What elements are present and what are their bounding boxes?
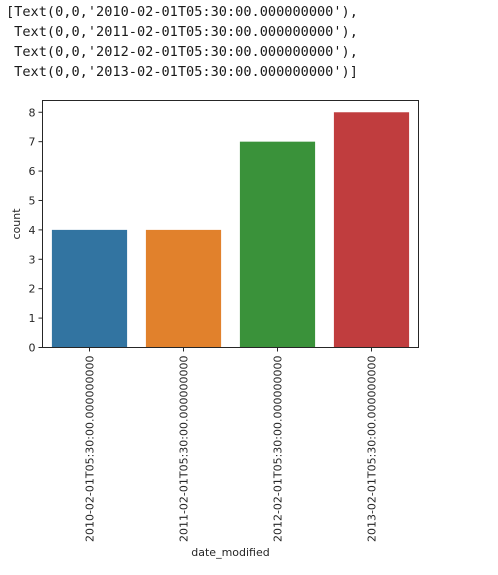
x-tick-label: 2012-02-01T05:30:00.000000000 bbox=[272, 356, 285, 543]
x-axis: 2010-02-01T05:30:00.000000000 2011-02-01T… bbox=[84, 347, 379, 543]
bar-2011 bbox=[145, 229, 222, 348]
y-tick-label: 1 bbox=[29, 312, 36, 325]
y-axis-label: count bbox=[10, 208, 23, 240]
output-line: Text(0,0,'2012-02-01T05:30:00.000000000'… bbox=[6, 44, 358, 60]
y-tick-label: 5 bbox=[29, 194, 36, 207]
y-tick-label: 7 bbox=[29, 136, 36, 149]
y-tick-label: 6 bbox=[29, 165, 36, 178]
y-tick-label: 0 bbox=[29, 342, 36, 355]
x-axis-label: date_modified bbox=[191, 546, 269, 559]
x-tick-label: 2013-02-01T05:30:00.000000000 bbox=[366, 356, 379, 543]
bars-group bbox=[51, 112, 410, 348]
bar-2013 bbox=[333, 112, 410, 348]
y-tick-label: 3 bbox=[29, 253, 36, 266]
x-tick-label: 2011-02-01T05:30:00.000000000 bbox=[178, 356, 191, 543]
cell-output-text: [Text(0,0,'2010-02-01T05:30:00.000000000… bbox=[6, 2, 358, 82]
bar-2012 bbox=[239, 141, 316, 348]
y-tick-label: 8 bbox=[29, 106, 36, 119]
y-tick-label: 2 bbox=[29, 283, 36, 296]
y-tick-label: 4 bbox=[29, 224, 36, 237]
bar-2010 bbox=[51, 229, 128, 348]
output-line: [Text(0,0,'2010-02-01T05:30:00.000000000… bbox=[6, 4, 358, 20]
plot-frame bbox=[42, 100, 419, 348]
x-tick-label: 2010-02-01T05:30:00.000000000 bbox=[84, 356, 97, 543]
output-line: Text(0,0,'2011-02-01T05:30:00.000000000'… bbox=[6, 24, 358, 40]
output-line: Text(0,0,'2013-02-01T05:30:00.000000000'… bbox=[6, 64, 358, 80]
y-axis: 0 1 2 3 4 5 6 7 8 bbox=[29, 106, 43, 355]
